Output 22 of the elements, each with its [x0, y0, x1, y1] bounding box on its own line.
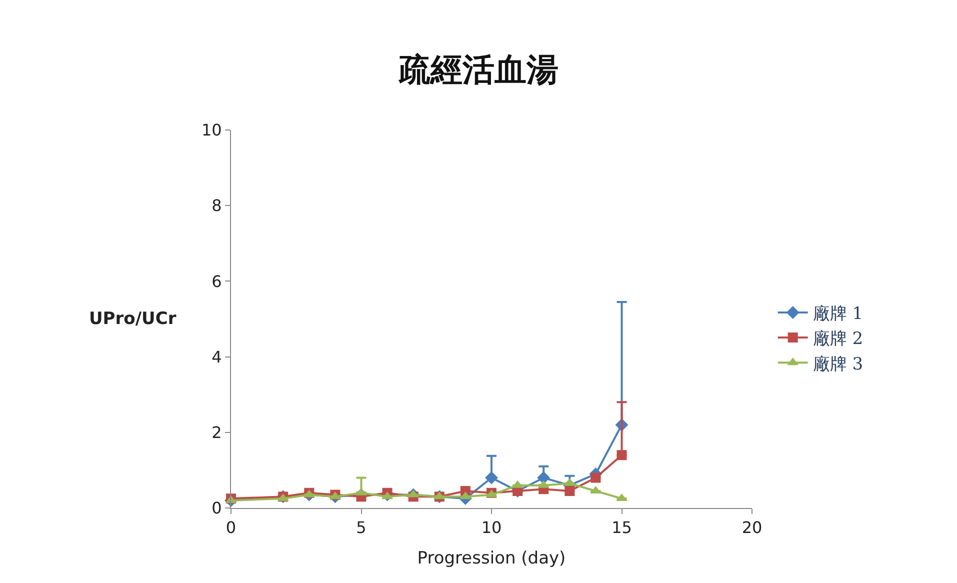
y-tick-label: 2 — [212, 423, 222, 442]
legend-label: 廠牌 2 — [812, 329, 864, 350]
point — [616, 450, 627, 460]
x-tick-label: 10 — [481, 518, 502, 538]
x-tick-label: 5 — [356, 518, 366, 538]
chart-title: 疏經活血湯 — [398, 50, 558, 89]
y-tick-label: 4 — [212, 347, 222, 366]
y-tick-label: 8 — [212, 196, 222, 216]
point — [590, 472, 601, 483]
y-tick-label: 6 — [212, 272, 222, 291]
point — [564, 486, 575, 496]
y-axis-title: UPro/UCr — [89, 309, 177, 329]
legend-label: 廠牌 3 — [812, 354, 864, 374]
x-tick-label: 0 — [226, 518, 236, 538]
x-tick-label: 20 — [742, 518, 762, 538]
y-tick-label: 10 — [201, 120, 222, 140]
x-axis-title: Progression (day) — [417, 548, 566, 569]
y-tick-label: 0 — [212, 498, 222, 518]
point — [485, 471, 498, 484]
x-tick-label: 15 — [612, 518, 632, 538]
point — [537, 471, 550, 484]
legend-label: 廠牌 1 — [812, 304, 864, 324]
